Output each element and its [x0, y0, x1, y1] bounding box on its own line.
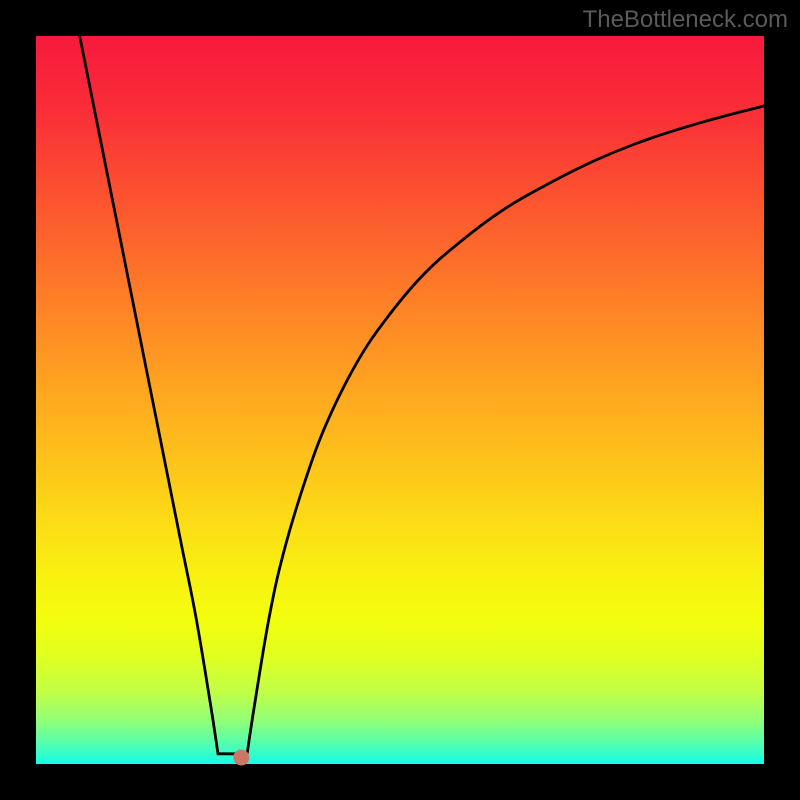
- chart-canvas: [0, 0, 800, 800]
- bottleneck-chart: TheBottleneck.com: [0, 0, 800, 800]
- optimum-marker: [233, 749, 249, 765]
- watermark-text: TheBottleneck.com: [583, 6, 788, 34]
- plot-area: [36, 36, 764, 764]
